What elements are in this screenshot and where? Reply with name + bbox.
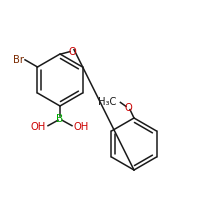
Text: OH: OH (31, 122, 46, 132)
Text: OH: OH (74, 122, 89, 132)
Text: O: O (68, 47, 76, 57)
Text: O: O (124, 103, 132, 113)
Text: H₃C: H₃C (98, 97, 116, 107)
Text: B: B (56, 114, 64, 124)
Text: Br: Br (13, 55, 24, 65)
